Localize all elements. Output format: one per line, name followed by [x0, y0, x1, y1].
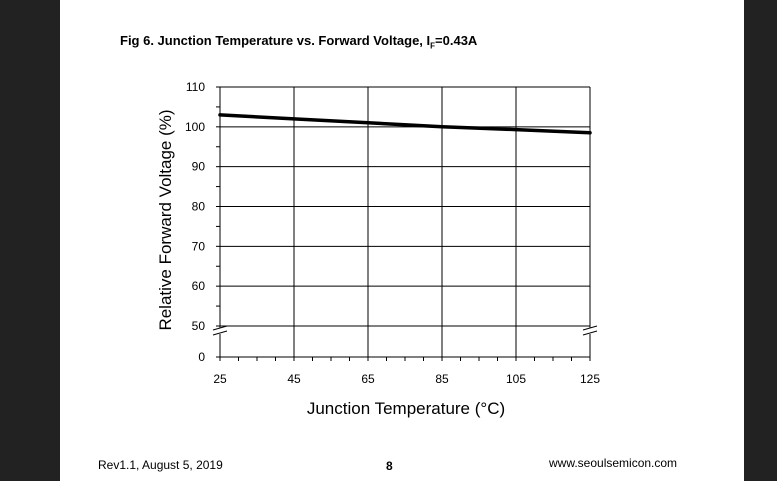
- figure-title: Fig 6. Junction Temperature vs. Forward …: [120, 33, 477, 51]
- x-tick-label-65: 65: [361, 372, 375, 386]
- axis-break-mark: [212, 325, 228, 331]
- y-tick-label-0: 0: [198, 350, 205, 364]
- series-layer: [218, 113, 592, 135]
- series-line-0: [218, 113, 592, 135]
- axis-break-mark: [582, 325, 598, 331]
- label-layer: 0 50 60 70 80 90 100 110 25 45 65 85 105 125: [185, 80, 600, 386]
- x-tick-label-125: 125: [580, 372, 600, 386]
- figure-title-suffix: =0.43A: [435, 33, 478, 48]
- axis-break-mark: [582, 330, 598, 336]
- figure-title-subscript: F: [430, 41, 436, 51]
- x-tick-label-45: 45: [287, 372, 301, 386]
- viewer-scroll-track[interactable]: [744, 0, 777, 481]
- y-tick-label-110: 110: [186, 80, 205, 94]
- x-tick-label-25: 25: [213, 372, 227, 386]
- y-tick-label-80: 80: [192, 200, 206, 214]
- x-axis-label: Junction Temperature (°C): [307, 399, 505, 418]
- y-tick-label-60: 60: [192, 279, 206, 293]
- x-tick-label-105: 105: [506, 372, 526, 386]
- y-tick-label-50: 50: [192, 319, 206, 333]
- figure-title-prefix: Fig 6. Junction Temperature vs. Forward …: [120, 33, 431, 48]
- y-axis-label: Relative Forward Voltage (%): [156, 109, 175, 330]
- grid-layer: [219, 86, 591, 357]
- footer-website[interactable]: www.seoulsemicon.com: [549, 456, 678, 470]
- y-tick-label-100: 100: [185, 120, 205, 134]
- y-tick-label-70: 70: [192, 239, 206, 253]
- x-tick-label-85: 85: [435, 372, 449, 386]
- axis-break-gap: [213, 328, 227, 334]
- footer-page-number: 8: [386, 459, 393, 473]
- axis-layer: [212, 86, 598, 361]
- y-tick-label-90: 90: [192, 160, 206, 174]
- document-page: [60, 0, 744, 481]
- axis-break-gap: [583, 328, 597, 334]
- footer-revision: Rev1.1, August 5, 2019: [98, 458, 223, 472]
- axis-break-mark: [212, 330, 228, 336]
